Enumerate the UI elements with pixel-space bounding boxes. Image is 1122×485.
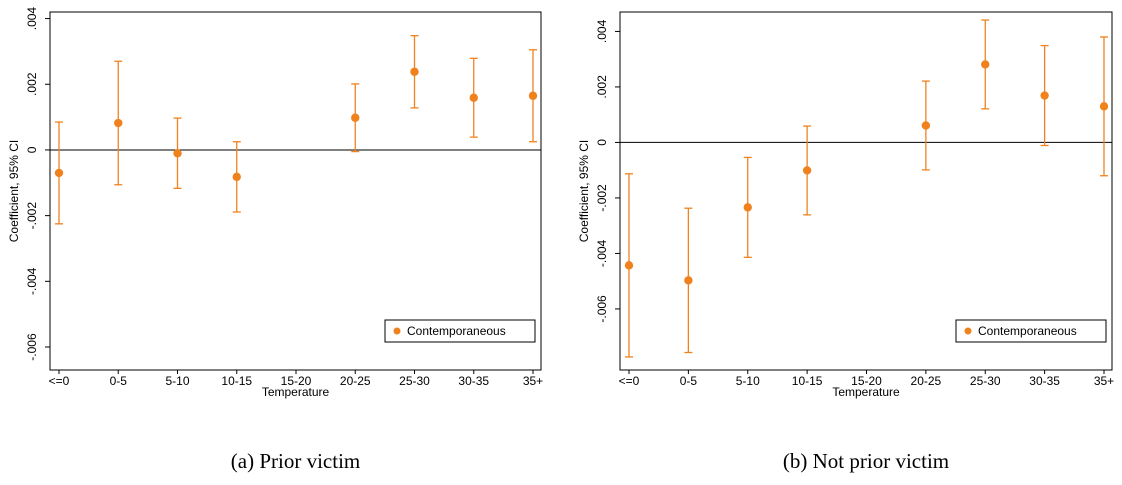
- y-tick-label: -.004: [595, 239, 609, 267]
- x-tick-label: 10-15: [221, 374, 252, 388]
- point: [684, 276, 693, 285]
- x-tick-label: 0-5: [110, 374, 128, 388]
- x-tick-label: 20-25: [911, 374, 942, 388]
- x-tick-label: <=0: [49, 374, 70, 388]
- y-tick-label: .004: [25, 7, 39, 31]
- x-tick-label: 30-35: [1029, 374, 1060, 388]
- point: [802, 166, 812, 175]
- y-tick-label: -.006: [25, 333, 39, 361]
- y-tick-label: .002: [25, 72, 39, 96]
- x-axis-title: Temperature: [832, 385, 900, 399]
- plot-frame: [619, 11, 1113, 371]
- legend-box: [384, 319, 536, 343]
- point: [743, 203, 752, 212]
- x-tick-label: 35+: [523, 374, 543, 388]
- x-tick-label: 0-5: [680, 374, 698, 388]
- x-tick-label: <=0: [619, 374, 640, 388]
- y-tick-label: .004: [595, 19, 609, 43]
- x-tick-label: 10-15: [792, 374, 823, 388]
- point: [981, 60, 990, 69]
- y-tick-label: 0: [25, 146, 39, 153]
- point: [921, 121, 931, 130]
- point: [173, 149, 182, 158]
- legend-swatch: [964, 327, 972, 335]
- point: [232, 172, 241, 182]
- point: [528, 91, 538, 100]
- y-tick-label: -.006: [595, 295, 609, 323]
- x-tick-label: 5-10: [736, 374, 760, 388]
- legend-swatch: [393, 327, 401, 335]
- point: [54, 168, 64, 178]
- legend-label: Contemporaneous: [978, 324, 1077, 338]
- y-tick-label: -.004: [25, 267, 39, 295]
- plot-frame: [49, 11, 542, 371]
- point: [410, 67, 419, 76]
- y-axis-title: Coefficient, 95% CI: [577, 140, 591, 243]
- x-tick-label: 5-10: [165, 374, 189, 388]
- y-tick-label: 0: [595, 139, 609, 146]
- point: [351, 113, 360, 122]
- point: [1040, 91, 1049, 100]
- y-tick-label: .002: [595, 75, 609, 99]
- x-tick-label: 20-25: [340, 374, 371, 388]
- legend-box: [955, 319, 1107, 343]
- x-axis-title: Temperature: [262, 385, 330, 399]
- point: [469, 93, 478, 102]
- y-axis-title: Coefficient, 95% CI: [7, 140, 21, 243]
- caption: (b) Not prior victim: [783, 449, 949, 473]
- x-tick-label: 15-20: [851, 374, 882, 388]
- y-tick-label: -.002: [25, 202, 39, 230]
- x-tick-label: 15-20: [281, 374, 312, 388]
- x-tick-label: 25-30: [399, 374, 430, 388]
- point: [114, 118, 123, 128]
- point: [1099, 102, 1109, 111]
- caption: (a) Prior victim: [231, 449, 360, 473]
- x-tick-label: 30-35: [458, 374, 489, 388]
- point: [624, 261, 634, 270]
- x-tick-label: 25-30: [970, 374, 1001, 388]
- x-tick-label: 35+: [1094, 374, 1114, 388]
- y-tick-label: -.002: [595, 184, 609, 212]
- legend-label: Contemporaneous: [407, 324, 506, 338]
